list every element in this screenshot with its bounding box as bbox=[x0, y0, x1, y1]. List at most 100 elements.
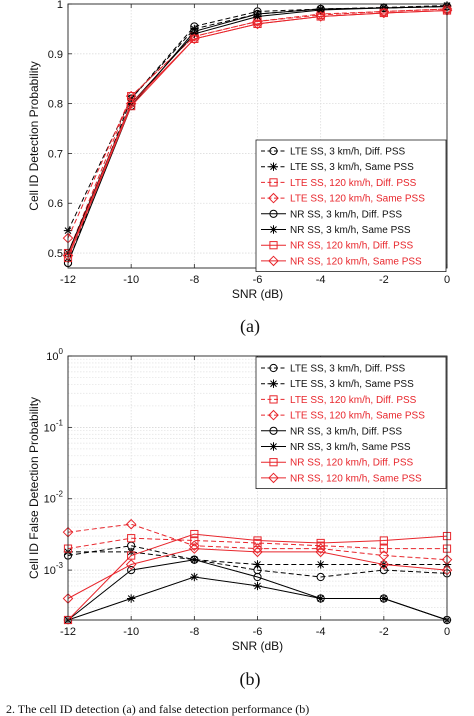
p0-y-tick-label: 1 bbox=[57, 0, 63, 11]
p1-legend-box bbox=[255, 356, 447, 490]
p1-y-tick-label: 10-3 bbox=[44, 561, 64, 577]
p0-legend-label: NR SS, 3 km/h, Same PSS bbox=[290, 225, 411, 236]
p1-legend-label: NR SS, 120 km/h, Diff. PSS bbox=[290, 458, 414, 469]
p0-legend-marker bbox=[268, 255, 279, 267]
p1-series-line bbox=[67, 537, 447, 550]
p1-data-point bbox=[379, 536, 388, 545]
p0-data-point bbox=[253, 12, 262, 21]
p1-data-point bbox=[316, 560, 325, 569]
p1-legend-label: NR SS, 3 km/h, Diff. PSS bbox=[290, 426, 402, 437]
p1-x-axis-label: SNR (dB) bbox=[232, 639, 283, 653]
p1-legend-item: NR SS, 120 km/h, Same PSS bbox=[261, 472, 422, 484]
p1-legend-label: LTE SS, 3 km/h, Diff. PSS bbox=[290, 364, 406, 375]
p1-series-line bbox=[67, 533, 448, 621]
p1-legend-item: NR SS, 3 km/h, Diff. PSS bbox=[261, 426, 402, 437]
p1-y-tick-label: 10-2 bbox=[44, 490, 64, 506]
p0-x-tick-label: -2 bbox=[379, 274, 389, 286]
p1-y-tick-label: 100 bbox=[46, 347, 63, 363]
p0-series-line bbox=[67, 10, 448, 256]
p1-data-point bbox=[253, 536, 262, 545]
p0-y-tick-label: 0.7 bbox=[48, 148, 63, 160]
p1-x-tick-label: 0 bbox=[444, 626, 450, 638]
p1-data-point bbox=[253, 581, 262, 591]
p1-legend-marker bbox=[268, 472, 279, 484]
p1-data-point bbox=[316, 572, 325, 582]
p0-legend-label: NR SS, 120 km/h, Same PSS bbox=[290, 256, 422, 267]
p1-data-point bbox=[315, 543, 326, 554]
p1-legend-marker bbox=[268, 409, 279, 421]
p1-legend-item: NR SS, 120 km/h, Diff. PSS bbox=[261, 458, 414, 469]
p0-x-tick-label: -12 bbox=[60, 274, 76, 286]
p1-data-point bbox=[125, 559, 137, 570]
p0-data-point bbox=[127, 102, 136, 111]
p0-x-tick-label: 0 bbox=[444, 274, 450, 286]
p1-legend-marker bbox=[269, 442, 278, 451]
p1-legend-marker bbox=[269, 426, 278, 435]
p0-legend-label: LTE SS, 3 km/h, Same PSS bbox=[290, 162, 414, 173]
panel-a-chart: -12 -10 -8 -6 -4 -2 0 0.5 0.6 0.7 0.8 0.9 1 SNR (dB) C… bbox=[27, 0, 453, 301]
p0-legend-marker bbox=[269, 225, 278, 234]
p1-legend-label: LTE SS, 120 km/h, Diff. PSS bbox=[290, 395, 417, 406]
p1-data-point bbox=[190, 555, 199, 564]
p0-x-tick-label: -8 bbox=[189, 274, 199, 286]
p0-legend-label: NR SS, 120 km/h, Diff. PSS bbox=[290, 241, 414, 252]
p0-legend-label: LTE SS, 3 km/h, Diff. PSS bbox=[290, 147, 406, 158]
p1-y-axis-label: Cell ID False Detection Probability bbox=[27, 397, 41, 579]
p0-legend-item: NR SS, 120 km/h, Same PSS bbox=[261, 255, 422, 267]
panel-b-caption: (b) bbox=[240, 669, 261, 690]
p1-data-point bbox=[379, 594, 389, 603]
p0-legend-marker bbox=[269, 209, 278, 218]
p1-legend-label: LTE SS, 120 km/h, Same PSS bbox=[290, 411, 425, 422]
p0-legend-label: LTE SS, 120 km/h, Diff. PSS bbox=[290, 178, 417, 189]
p1-legend-label: NR SS, 3 km/h, Same PSS bbox=[290, 442, 411, 453]
p1-legend-item: LTE SS, 3 km/h, Diff. PSS bbox=[261, 364, 406, 375]
p1-legend: LTE SS, 3 km/h, Diff. PSS LTE SS, 3 km/h,… bbox=[255, 356, 447, 490]
p1-data-point bbox=[253, 572, 262, 582]
p1-data-point bbox=[126, 594, 136, 603]
p0-x-tick-label: -4 bbox=[316, 274, 326, 286]
p1-x-tick-label: -4 bbox=[316, 626, 326, 638]
p0-y-tick-label: 0.8 bbox=[48, 99, 63, 111]
p1-series-line bbox=[67, 545, 448, 578]
p0-data-point bbox=[190, 34, 199, 43]
p1-legend-item: LTE SS, 120 km/h, Same PSS bbox=[261, 409, 425, 422]
p1-data-point bbox=[378, 559, 390, 570]
p1-data-point bbox=[189, 540, 200, 551]
p0-data-point bbox=[378, 7, 390, 19]
p0-data-point bbox=[125, 98, 137, 109]
p1-y-tick-label: 10-1 bbox=[44, 418, 64, 434]
p1-data-point bbox=[253, 560, 262, 569]
p0-legend: LTE SS, 3 km/h, Diff. PSS LTE SS, 3 km/h,… bbox=[255, 139, 447, 273]
p1-data-point bbox=[127, 551, 136, 560]
p0-y-axis-label: Cell ID Detection Probability bbox=[27, 61, 41, 210]
p1-data-point bbox=[190, 529, 199, 539]
p1-legend-marker bbox=[269, 363, 278, 373]
p0-legend-box bbox=[255, 139, 447, 273]
p1-data-point bbox=[189, 543, 200, 554]
p1-data-point bbox=[252, 546, 263, 558]
p0-legend-item: NR SS, 3 km/h, Same PSS bbox=[261, 225, 411, 236]
p1-data-point bbox=[252, 543, 263, 554]
p1-legend-item: NR SS, 3 km/h, Same PSS bbox=[261, 442, 411, 453]
p1-legend-marker bbox=[269, 395, 278, 404]
p0-legend-item: LTE SS, 3 km/h, Same PSS bbox=[261, 162, 414, 173]
p0-data-point bbox=[252, 18, 263, 30]
p0-legend-marker bbox=[269, 162, 278, 171]
p1-legend-item: LTE SS, 120 km/h, Diff. PSS bbox=[261, 395, 417, 406]
p0-legend-item: LTE SS, 120 km/h, Same PSS bbox=[261, 192, 425, 205]
p1-legend-marker bbox=[269, 458, 278, 467]
p0-x-tick-label: -6 bbox=[253, 274, 263, 286]
p0-y-tick-label: 0.5 bbox=[48, 248, 63, 260]
p0-legend-label: NR SS, 3 km/h, Diff. PSS bbox=[290, 209, 402, 220]
p0-y-tick-label: 0.6 bbox=[48, 198, 63, 210]
p0-legend-item: NR SS, 120 km/h, Diff. PSS bbox=[261, 241, 414, 252]
p0-legend-marker bbox=[269, 146, 278, 156]
p1-legend-marker bbox=[269, 379, 278, 388]
p0-x-tick-label: -10 bbox=[123, 274, 139, 286]
p0-data-point bbox=[190, 24, 199, 34]
p1-data-point bbox=[190, 572, 199, 582]
p0-y-tick-label: 0.9 bbox=[48, 49, 63, 61]
p1-x-tick-label: -8 bbox=[189, 626, 199, 638]
p0-legend-item: LTE SS, 120 km/h, Diff. PSS bbox=[261, 178, 417, 189]
